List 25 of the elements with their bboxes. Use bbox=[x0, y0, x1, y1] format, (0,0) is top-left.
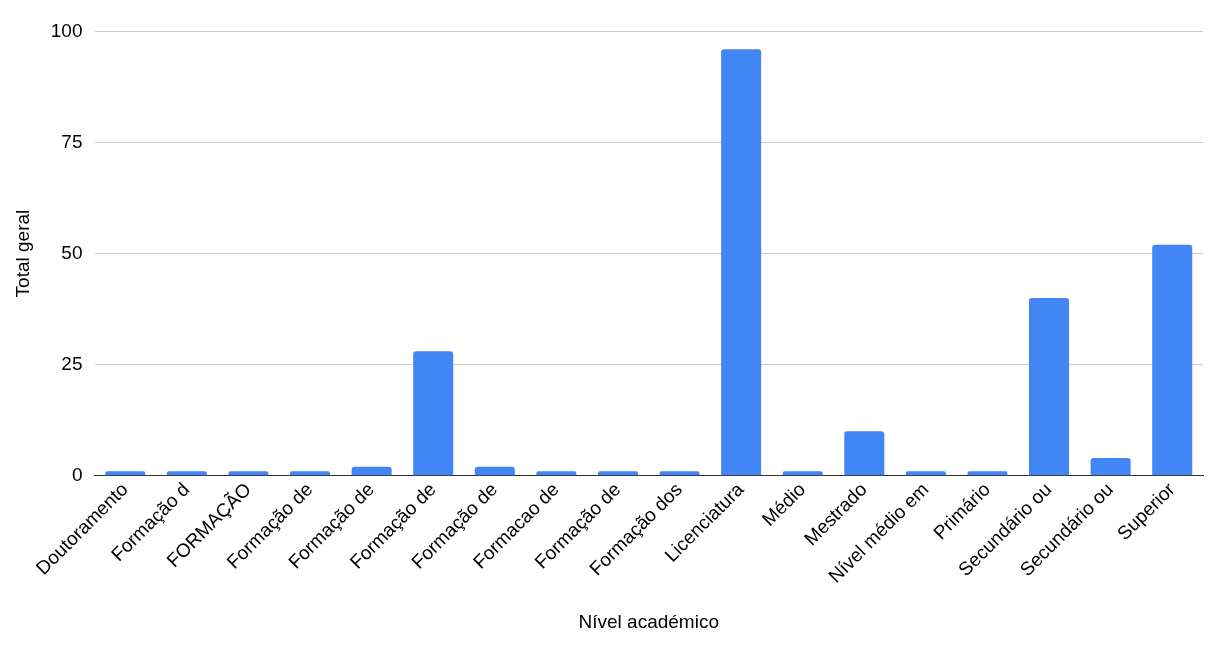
bar bbox=[1029, 298, 1070, 476]
y-tick-label: 25 bbox=[61, 352, 83, 374]
bar bbox=[413, 351, 454, 476]
bar bbox=[597, 471, 638, 476]
y-tick-label: 75 bbox=[61, 130, 83, 152]
bar bbox=[1152, 244, 1193, 476]
bar bbox=[228, 471, 269, 476]
y-tick-label: 50 bbox=[61, 241, 83, 263]
y-axis-title: Total geral bbox=[11, 209, 33, 298]
bar bbox=[166, 471, 207, 476]
bar bbox=[844, 431, 885, 476]
x-axis-title: Nível académico bbox=[578, 610, 719, 632]
bar bbox=[905, 471, 946, 476]
bar bbox=[782, 471, 823, 476]
bar bbox=[967, 471, 1008, 476]
bar bbox=[351, 466, 392, 476]
bar bbox=[659, 471, 700, 476]
bar bbox=[1090, 457, 1131, 476]
bar bbox=[721, 49, 762, 476]
bar bbox=[105, 471, 146, 476]
bar bbox=[474, 466, 515, 476]
y-tick-label: 0 bbox=[71, 463, 83, 485]
y-tick-label: 100 bbox=[50, 19, 83, 41]
bar bbox=[536, 471, 577, 476]
bar bbox=[290, 471, 331, 476]
